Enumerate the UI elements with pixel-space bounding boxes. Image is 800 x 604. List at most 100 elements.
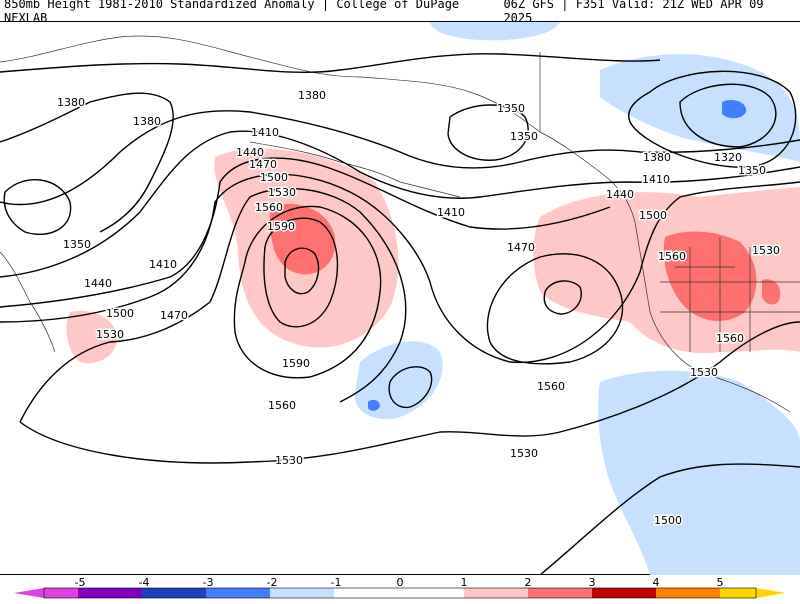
contour-1500 (0, 173, 800, 364)
contour-label: 1410 (149, 258, 177, 271)
contour-1530-south (19, 321, 800, 464)
moderate-negative-anomaly-spot (722, 100, 747, 119)
negative-anomaly-area-southeast (598, 370, 800, 575)
contour-label: 1470 (160, 309, 188, 322)
contour-1530-west (19, 187, 407, 423)
legend-swatch (656, 588, 720, 598)
coastlines (0, 35, 800, 413)
legend-swatch (44, 588, 78, 598)
contour-label: 1560 (658, 250, 686, 263)
anomaly-legend: -5 -4 -3 -2 -1 0 1 2 3 4 5 (0, 575, 800, 600)
contour-1320-low (679, 83, 777, 148)
contour-label: 1380 (643, 151, 671, 164)
legend-tick-label: 4 (653, 576, 660, 589)
negative-anomaly-area-top (430, 22, 560, 41)
contour-label: 1530 (275, 454, 303, 467)
legend-swatch (528, 588, 592, 598)
legend-swatch (206, 588, 270, 598)
legend-tick-label: 2 (525, 576, 532, 589)
legend-swatch (720, 588, 756, 598)
contour-label: 1410 (437, 206, 465, 219)
legend-swatch (142, 588, 206, 598)
contour-1380-north (0, 53, 661, 74)
contour-label: 1560 (716, 332, 744, 345)
legend-outline (43, 587, 757, 599)
contour-1590-loop (263, 217, 339, 328)
legend-ticks: -5 -4 -3 -2 -1 0 1 2 3 4 5 (75, 576, 724, 589)
contour-label: 1440 (84, 277, 112, 290)
contour-label: 1590 (282, 357, 310, 370)
contour-label: 1560 (537, 380, 565, 393)
coastline-siberia (0, 35, 541, 133)
contour-label: 1500 (654, 514, 682, 527)
contour-label: 1410 (642, 173, 670, 186)
run-info: 06Z GFS | F351 Valid: 21Z WED APR 09 202… (503, 0, 764, 25)
contour-label: 1500 (260, 171, 288, 184)
legend-tick-label: -5 (75, 576, 86, 589)
legend-tick-label: 1 (461, 576, 468, 589)
header-bar: 850mb Height 1981-2010 Standardized Anom… (0, 0, 800, 25)
legend-arrow-right (756, 588, 786, 598)
contour-label: 1470 (507, 241, 535, 254)
height-contours (0, 53, 800, 575)
contour-1500-south (539, 463, 800, 575)
contour-label: 1530 (752, 244, 780, 257)
contour-label: 1590 (267, 220, 295, 233)
legend-tick-label: -2 (267, 576, 278, 589)
coastline-alaska (539, 52, 791, 413)
legend-svg: -5 -4 -3 -2 -1 0 1 2 3 4 5 (14, 576, 786, 599)
legend-tick-label: -1 (331, 576, 342, 589)
contour-label: 1410 (251, 126, 279, 139)
legend-swatch (270, 588, 334, 598)
contour-label: 1320 (714, 151, 742, 164)
legend-swatch (78, 588, 142, 598)
legend-tick-label: 0 (397, 576, 404, 589)
contour-1440 (0, 130, 800, 278)
contour-label: 1440 (236, 146, 264, 159)
contour-1560-pacific (233, 205, 382, 379)
legend-tick-label: 3 (589, 576, 596, 589)
contour-1560-east (486, 253, 624, 365)
legend-swatch (592, 588, 656, 598)
contour-1590-inner (284, 247, 320, 295)
positive-anomaly-area-small (66, 310, 118, 364)
coastline-aleutians (249, 141, 461, 198)
contour-1470 (0, 157, 611, 308)
contour-1410 (0, 110, 800, 206)
contour-1350-ring (628, 70, 797, 168)
negative-anomaly-area-mid (354, 341, 443, 420)
legend-colorbar (14, 587, 786, 599)
contour-label: 1530 (510, 447, 538, 460)
contour-label: 1350 (63, 238, 91, 251)
coastline-west (0, 251, 56, 353)
map-title: 850mb Height 1981-2010 Standardized Anom… (4, 0, 460, 25)
contour-label: 1380 (133, 115, 161, 128)
contour-label: 1500 (639, 209, 667, 222)
contour-label: 1350 (738, 164, 766, 177)
contour-1350-alaska (447, 104, 529, 161)
contour-label: 1440 (606, 188, 634, 201)
strong-positive-anomaly-area-west-us (663, 231, 757, 322)
contour-1560-small-loop (543, 280, 582, 315)
contour-1380-west (0, 92, 174, 233)
contour-label: 1500 (106, 307, 134, 320)
contour-label: 1350 (497, 102, 525, 115)
contour-1350-loop (3, 178, 72, 236)
map-area: 1380 1380 1380 1380 1350 1350 1350 1350 … (0, 22, 800, 575)
contour-label: 1350 (510, 130, 538, 143)
legend-arrow-left (14, 588, 44, 598)
contour-label: 1380 (298, 89, 326, 102)
anomaly-shading (66, 22, 800, 575)
contour-label: 1530 (690, 366, 718, 379)
legend-swatch (464, 588, 528, 598)
legend-tick-label: 5 (717, 576, 724, 589)
negative-anomaly-area-alaska (600, 54, 800, 162)
state-borders (660, 237, 800, 352)
strong-positive-anomaly-spot (762, 279, 781, 305)
legend-swatch (334, 588, 464, 598)
contour-label: 1530 (96, 328, 124, 341)
contour-1530-blob (388, 366, 433, 409)
contour-label: 1530 (268, 186, 296, 199)
contour-label: 1380 (57, 96, 85, 109)
map-svg: 1380 1380 1380 1380 1350 1350 1350 1350 … (0, 22, 800, 575)
